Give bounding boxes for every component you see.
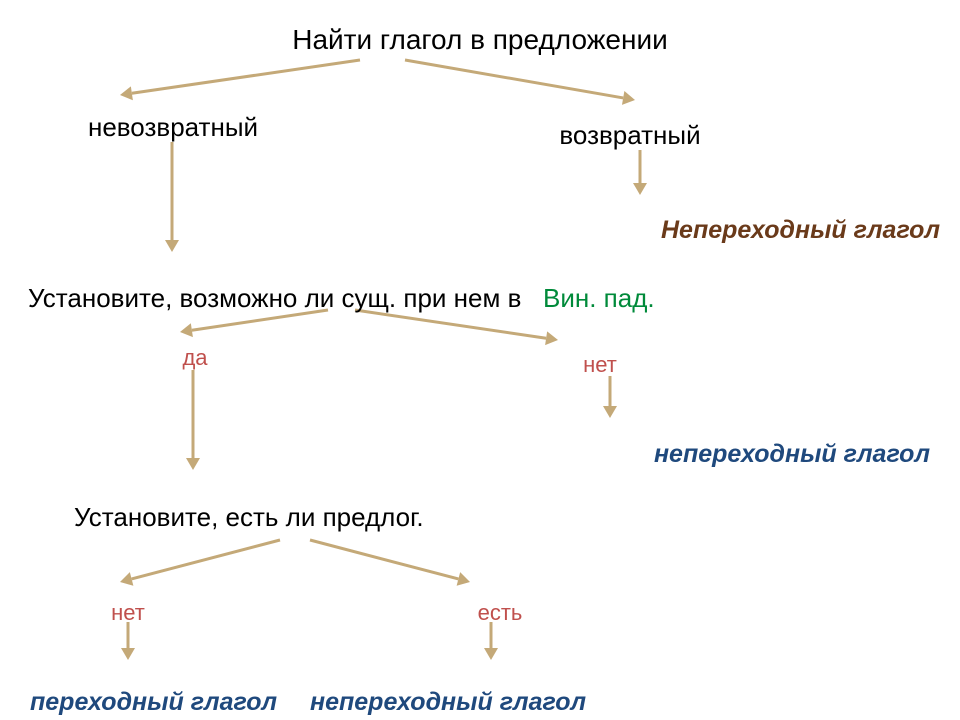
node-neperekh1: Непереходный глагол	[661, 216, 940, 245]
edge-head-10	[121, 648, 135, 660]
edge-head-4	[180, 323, 193, 337]
edge-head-2	[165, 240, 179, 252]
edge-0	[132, 60, 360, 93]
edge-head-8	[120, 572, 133, 586]
edge-head-9	[457, 572, 470, 586]
edge-1	[405, 60, 623, 98]
edge-9	[310, 540, 458, 579]
edge-head-5	[545, 331, 558, 345]
node-da: да	[182, 345, 207, 371]
edge-head-3	[633, 183, 647, 195]
node-title: Найти глагол в предложении	[292, 24, 668, 56]
node-vozvr: возвратный	[559, 120, 700, 151]
node-est: есть	[478, 600, 523, 626]
node-net1: нет	[583, 352, 617, 378]
edge-5	[355, 310, 546, 338]
edge-head-7	[603, 406, 617, 418]
node-ustanov1b: Вин. пад.	[543, 283, 655, 314]
edge-head-0	[120, 86, 133, 100]
node-perekh: переходный глагол	[30, 688, 277, 717]
node-neperekh3: непереходный глагол	[310, 688, 586, 717]
node-ustanov1a: Установите, возможно ли сущ. при нем в	[28, 283, 521, 314]
edge-head-11	[484, 648, 498, 660]
edge-head-1	[622, 91, 635, 105]
node-ustanov2: Установите, есть ли предлог.	[74, 502, 424, 533]
node-nevozvr: невозвратный	[88, 112, 258, 143]
edge-8	[132, 540, 280, 579]
node-net2: нет	[111, 600, 145, 626]
edge-head-6	[186, 458, 200, 470]
node-neperekh2: непереходный глагол	[654, 440, 930, 469]
